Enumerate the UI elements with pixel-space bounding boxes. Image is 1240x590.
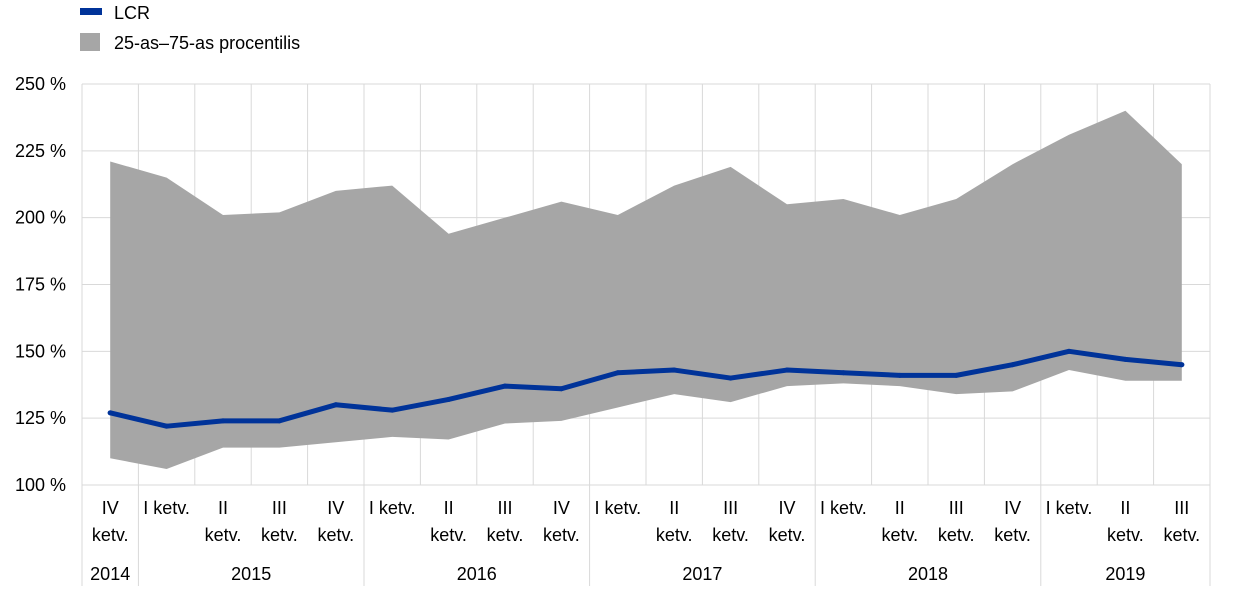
lcr-data-point [1066,348,1072,354]
x-tick-label-quarter-suffix: ketv. [92,525,129,545]
x-tick-label-quarter: I ketv. [820,498,867,518]
lcr-data-point [107,410,113,416]
lcr-data-point [389,407,395,413]
x-tick-label-year: 2017 [682,564,722,584]
x-tick-label-quarter-suffix: ketv. [205,525,242,545]
x-tick-label-quarter-suffix: ketv. [543,525,580,545]
x-tick-label-quarter: III [272,498,287,518]
y-tick-label: 125 % [15,408,66,428]
lcr-data-point [333,402,339,408]
x-tick-label-year: 2014 [90,564,130,584]
x-tick-label-quarter-suffix: ketv. [261,525,298,545]
x-tick-label-quarter-suffix: ketv. [994,525,1031,545]
x-axis: IV ketv. I ketv. II ketv. III ketv. IV ketv. I ke… [81,484,1211,586]
lcr-data-point [558,386,564,392]
x-tick-label-quarter-suffix: ketv. [769,525,806,545]
x-tick-label-quarter: III [723,498,738,518]
x-tick-label-quarter: II [1120,498,1130,518]
x-tick-label-quarter-suffix: ketv. [1163,525,1200,545]
x-tick-label-quarter: IV [102,498,119,518]
x-tick-label-year: 2018 [908,564,948,584]
y-tick-label: 175 % [15,275,66,295]
lcr-data-point [671,367,677,373]
x-tick-label-quarter: I ketv. [1046,498,1093,518]
x-tick-label-quarter: II [218,498,228,518]
x-tick-label-quarter: IV [778,498,795,518]
lcr-data-point [615,370,621,376]
lcr-data-point [728,375,734,381]
x-tick-label-quarter-suffix: ketv. [712,525,749,545]
y-axis: 100 % 125 % 150 % 175 % 200 % 225 % 250 % [15,74,66,495]
x-tick-label-year: 2016 [457,564,497,584]
x-tick-label-quarter-suffix: ketv. [1107,525,1144,545]
lcr-data-point [897,372,903,378]
lcr-line-layer [107,348,1185,429]
x-tick-label-quarter: II [669,498,679,518]
lcr-data-point [276,418,282,424]
x-tick-label-quarter-suffix: ketv. [938,525,975,545]
x-tick-label-year: 2015 [231,564,271,584]
lcr-data-point [502,383,508,389]
lcr-data-point [220,418,226,424]
x-tick-label-quarter: I ketv. [594,498,641,518]
x-tick-label-quarter: IV [553,498,570,518]
y-tick-label: 200 % [15,208,66,228]
percentile-band-layer [110,110,1182,469]
lcr-data-point [1122,356,1128,362]
x-tick-label-quarter: I ketv. [369,498,416,518]
y-tick-label: 225 % [15,141,66,161]
lcr-data-point [840,370,846,376]
lcr-data-point [953,372,959,378]
lcr-data-point [446,396,452,402]
lcr-data-point [1010,362,1016,368]
percentile-band-area [110,110,1182,469]
y-tick-label: 150 % [15,341,66,361]
lcr-series-line [107,348,1185,429]
x-tick-label-quarter-suffix: ketv. [656,525,693,545]
legend: LCR 25-as–75-as procentilis [80,3,300,53]
lcr-data-point [1179,362,1185,368]
x-tick-label-quarter-suffix: ketv. [430,525,467,545]
legend-label-lcr: LCR [114,3,150,23]
x-tick-label-quarter: III [497,498,512,518]
x-tick-label-quarter-suffix: ketv. [487,525,524,545]
y-tick-label: 250 % [15,74,66,94]
y-tick-label: 100 % [15,475,66,495]
x-tick-label-quarter: II [895,498,905,518]
x-tick-label-quarter: III [949,498,964,518]
legend-swatch-lcr [80,8,102,15]
x-tick-label-quarter: III [1174,498,1189,518]
legend-label-percentile-band: 25-as–75-as procentilis [114,33,300,53]
x-tick-label-year: 2019 [1105,564,1145,584]
lcr-data-point [784,367,790,373]
x-tick-label-quarter: IV [1004,498,1021,518]
x-tick-label-quarter: IV [327,498,344,518]
legend-swatch-percentile-band [80,33,100,51]
x-tick-label-quarter: I ketv. [143,498,190,518]
x-tick-label-quarter-suffix: ketv. [881,525,918,545]
lcr-data-point [164,423,170,429]
x-tick-label-quarter-suffix: ketv. [317,525,354,545]
x-tick-label-quarter: II [444,498,454,518]
